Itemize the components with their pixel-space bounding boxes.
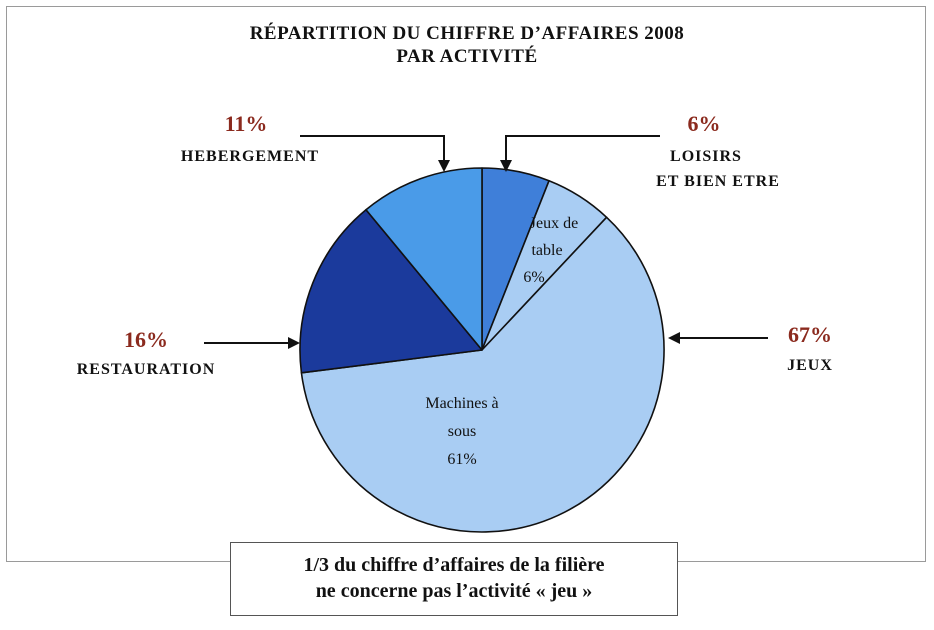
note-box: 1/3 du chiffre d’affaires de la filière … <box>230 542 678 616</box>
chart-title-line-1: RÉPARTITION DU CHIFFRE D’AFFAIRES 2008 <box>249 23 685 44</box>
machines-a-sous-slice <box>300 216 665 533</box>
arrows-layer <box>204 135 768 349</box>
loisirs-percent: 6% <box>688 111 721 136</box>
restauration-percent: 16% <box>124 327 168 352</box>
hebergement-arrow <box>300 135 445 166</box>
loisirs-label-line-2: ET BIEN ETRE <box>656 173 780 190</box>
restauration-arrowhead <box>288 337 300 349</box>
machines-a-sous-label-line-1: Machines à <box>425 395 498 412</box>
jeux-arrowhead <box>668 332 680 344</box>
restauration-slice <box>299 208 483 374</box>
machines-a-sous-label-line-2: sous <box>448 423 476 440</box>
chart-title: RÉPARTITION DU CHIFFRE D’AFFAIRES 2008 P… <box>0 22 934 68</box>
restauration-label: RESTAURATION <box>77 361 216 378</box>
labels-layer: 11% HEBERGEMENT 6% LOISIRS ET BIEN ETRE … <box>77 111 833 468</box>
jeux-de-table-label-line-3: 6% <box>523 269 544 286</box>
jeux-percent: 67% <box>788 322 832 347</box>
slices-layer <box>299 167 665 533</box>
loisirs-label-line-1: LOISIRS <box>670 148 742 165</box>
note-line-2: ne concerne pas l’activité « jeu » <box>315 580 593 602</box>
jeux-label: JEUX <box>787 357 833 374</box>
machines-a-sous-label-line-3: 61% <box>447 451 476 468</box>
hebergement-arrowhead <box>438 160 450 172</box>
loisirs-arrowhead <box>500 160 512 172</box>
loisirs-arrow <box>505 135 660 166</box>
note-line-1: 1/3 du chiffre d’affaires de la filière <box>303 554 605 576</box>
jeux-de-table-label-line-1: Jeux de <box>530 215 578 232</box>
hebergement-label: HEBERGEMENT <box>181 148 319 165</box>
jeux-de-table-label-line-2: table <box>531 242 562 259</box>
chart-title-line-2: PAR ACTIVITÉ <box>396 46 538 67</box>
hebergement-slice <box>365 167 483 351</box>
hebergement-percent: 11% <box>225 111 268 136</box>
